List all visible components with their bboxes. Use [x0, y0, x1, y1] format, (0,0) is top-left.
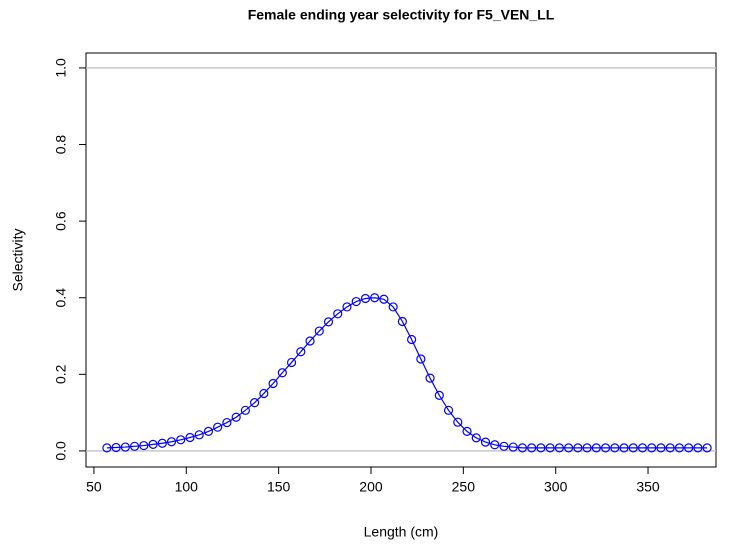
data-point	[582, 443, 592, 453]
plot-frame	[85, 52, 717, 468]
data-point	[434, 390, 444, 400]
data-point	[453, 417, 463, 427]
data-point	[148, 439, 158, 450]
data-point	[231, 412, 241, 422]
x-tick-label: 300	[544, 479, 568, 495]
data-point	[185, 432, 195, 443]
data-point	[628, 443, 638, 453]
x-tick-label: 200	[359, 479, 383, 495]
y-axis-label: Selectivity	[10, 228, 26, 291]
data-point	[277, 368, 287, 378]
data-point	[443, 405, 454, 415]
y-tick-label: 0.0	[53, 441, 69, 461]
data-point	[222, 417, 232, 428]
data-point	[286, 357, 297, 368]
data-point	[545, 443, 555, 453]
data-point	[370, 293, 380, 303]
data-point	[600, 443, 611, 453]
data-point	[665, 443, 675, 453]
data-point	[342, 302, 352, 312]
data-point	[240, 405, 250, 415]
data-point	[684, 443, 694, 453]
x-tick-label: 50	[86, 479, 102, 495]
y-tick-label: 0.4	[53, 288, 69, 308]
data-point	[129, 441, 140, 451]
x-tick-label: 100	[175, 479, 199, 495]
data-point	[139, 440, 149, 451]
x-tick-label: 250	[452, 479, 476, 495]
data-point	[102, 443, 112, 453]
data-point	[674, 443, 685, 453]
data-point	[416, 354, 426, 364]
data-point	[268, 378, 278, 389]
data-point	[564, 443, 574, 453]
data-point	[693, 443, 703, 453]
data-point	[333, 309, 343, 319]
data-point	[296, 347, 306, 357]
x-tick-label: 350	[636, 479, 660, 495]
data-point	[166, 437, 177, 447]
data-point	[573, 443, 583, 453]
data-point	[591, 443, 601, 453]
data-point	[323, 317, 334, 327]
data-point	[637, 443, 648, 453]
data-point	[157, 438, 167, 448]
data-point	[379, 294, 389, 304]
data-point	[388, 302, 398, 312]
data-point	[250, 398, 260, 408]
data-point	[499, 441, 509, 451]
data-point	[490, 440, 500, 450]
data-point	[619, 443, 629, 453]
data-point	[259, 388, 269, 399]
data-point	[471, 433, 481, 443]
data-point	[194, 430, 204, 440]
data-point	[536, 443, 546, 453]
y-tick-label: 0.2	[53, 364, 69, 384]
data-point	[647, 443, 657, 453]
data-point	[610, 443, 620, 453]
data-point	[462, 426, 472, 436]
data-point	[480, 437, 491, 447]
data-point	[407, 334, 417, 345]
series-line	[106, 297, 708, 449]
chart-title: Female ending year selectivity for F5_VE…	[248, 7, 555, 23]
data-point	[702, 443, 712, 453]
data-point	[656, 443, 666, 453]
data-point	[397, 316, 407, 327]
data-point	[203, 426, 214, 436]
data-point	[314, 326, 324, 336]
y-tick-label: 0.6	[53, 211, 69, 231]
data-point	[120, 442, 130, 452]
data-point	[111, 442, 121, 453]
data-point	[213, 422, 223, 432]
data-point	[176, 435, 186, 445]
data-point	[425, 373, 435, 383]
data-point	[554, 443, 564, 453]
data-point	[360, 293, 371, 304]
data-point	[527, 443, 537, 453]
data-point	[351, 296, 361, 307]
x-axis-label: Length (cm)	[364, 524, 439, 540]
x-tick-label: 150	[267, 479, 291, 495]
data-point	[517, 443, 528, 453]
data-point	[508, 442, 518, 452]
y-tick-label: 1.0	[53, 58, 69, 78]
data-point	[305, 336, 315, 346]
y-tick-label: 0.8	[53, 135, 69, 155]
